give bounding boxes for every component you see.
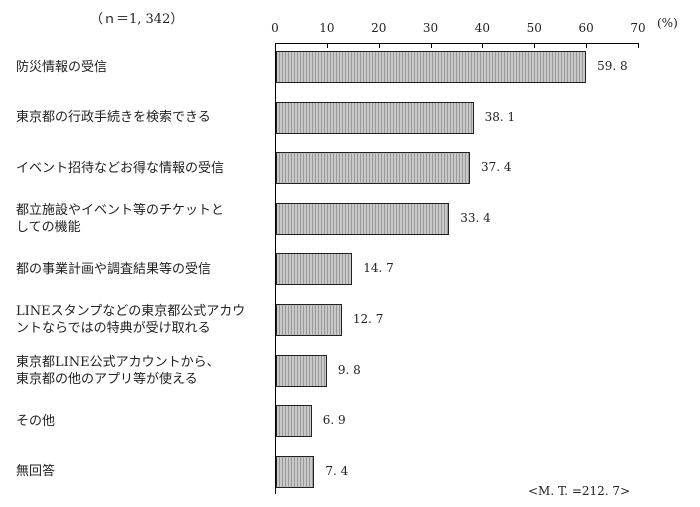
category-label: 無回答 (16, 463, 271, 480)
x-tick-label: 70 (630, 21, 646, 35)
x-tick-label: 0 (271, 21, 279, 35)
value-label: 14. 7 (363, 261, 394, 276)
unit-label: (%) (657, 16, 678, 30)
bar (276, 304, 342, 336)
x-tick-mark (638, 43, 639, 48)
x-tick-mark (482, 43, 484, 48)
bar (276, 101, 474, 134)
category-label: 防災情報の受信 (16, 59, 271, 76)
sample-size-label: （ｎ＝1, 342） (90, 12, 184, 27)
value-label: 38. 1 (484, 109, 516, 124)
bar (276, 405, 312, 438)
value-label: 59. 8 (597, 59, 628, 73)
x-tick-label: 30 (422, 21, 439, 35)
category-label: 東京都の行政手続きを検索できる (16, 109, 271, 126)
bar (276, 455, 315, 488)
category-label: 都の事業計画や調査結果等の受信 (16, 261, 271, 278)
value-label: 9. 8 (337, 362, 361, 377)
x-tick-label: 20 (371, 21, 387, 35)
x-axis (275, 43, 638, 44)
x-tick-mark (534, 43, 536, 48)
value-label: 6. 9 (322, 413, 346, 428)
category-label-line: 防災情報の受信 (16, 59, 108, 75)
x-tick-mark (430, 43, 432, 48)
category-label-line: イベント招待などお得な情報の受信 (16, 160, 225, 176)
category-label-line: 東京都の行政手続きを検索できる (16, 110, 211, 126)
category-label: 東京都LINE公式アカウントから、 東京都の他のアプリ等が使える (16, 354, 271, 388)
value-label: 7. 4 (325, 463, 349, 478)
bar (276, 152, 470, 185)
category-label: LINEスタンプなどの東京都公式アカウ ントならではの特典が受け取れる (16, 303, 271, 337)
category-label-line: 都立施設やイベント等のチケットと (16, 202, 225, 218)
category-label-line: 無回答 (16, 464, 56, 480)
bar (276, 51, 587, 83)
x-tick-mark (586, 43, 588, 48)
category-label: イベント招待などお得な情報の受信 (16, 160, 271, 177)
category-label-line: しての機能 (16, 219, 81, 235)
x-tick-label: 10 (319, 21, 335, 35)
multiple-total-annotation: <M. T. =212. 7> (528, 484, 631, 498)
category-label-line: その他 (16, 413, 56, 429)
category-label: その他 (16, 413, 271, 430)
x-tick-mark (326, 43, 328, 48)
value-label: 37. 4 (480, 160, 512, 175)
x-tick-label: 40 (474, 21, 491, 35)
x-tick-mark (378, 43, 380, 48)
category-label-line: ントならではの特典が受け取れる (16, 321, 211, 336)
x-tick-mark (275, 43, 276, 48)
bar (276, 354, 327, 387)
bar (276, 253, 353, 286)
x-tick-label: 60 (578, 21, 594, 35)
category-label-line: LINEスタンプなどの東京都公式アカウ (16, 304, 246, 319)
y-axis (275, 43, 276, 494)
value-label: 33. 4 (460, 210, 491, 225)
category-label-line: 東京都LINE公式アカウントから、 (16, 354, 220, 370)
x-tick-label: 50 (526, 21, 542, 35)
category-label: 都立施設やイベント等のチケットと しての機能 (16, 202, 271, 236)
category-label-line: 東京都の他のアプリ等が使える (16, 371, 198, 387)
value-label: 12. 7 (352, 312, 384, 326)
bar (276, 202, 450, 235)
category-label-line: 都の事業計画や調査結果等の受信 (16, 261, 212, 277)
